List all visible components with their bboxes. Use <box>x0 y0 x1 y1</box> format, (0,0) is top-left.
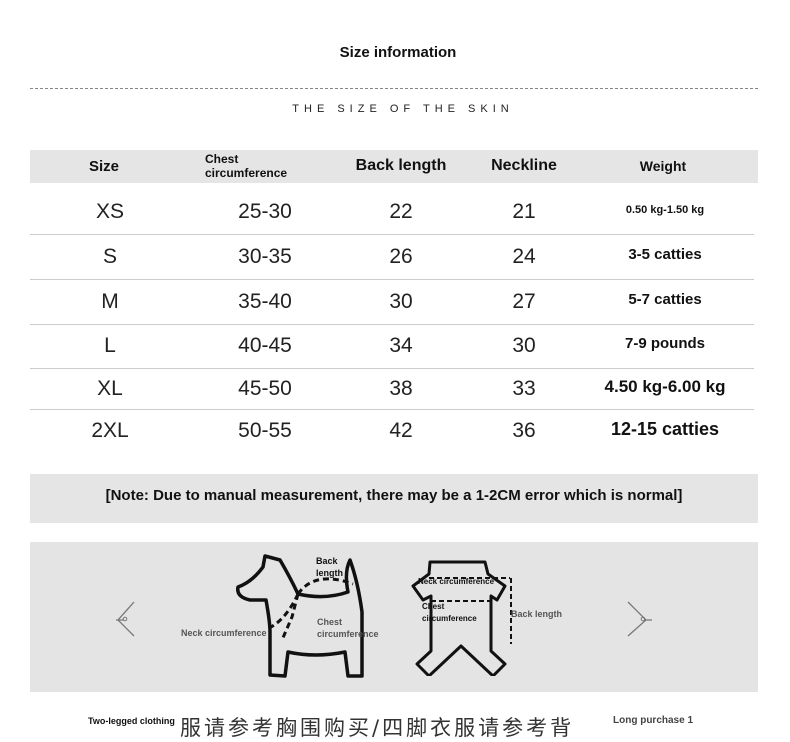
dog-neck-label: Neck circumference <box>181 628 267 638</box>
cell-neckline: 36 <box>512 419 536 442</box>
footer-caption: Two-legged clothing 服请参考胸围购买/四脚衣服请参考背 Lo… <box>0 712 790 740</box>
cell-neckline: 24 <box>512 245 536 268</box>
cell-chest: 45-50 <box>238 377 292 400</box>
garment-outline-icon <box>411 560 512 676</box>
cell-back-length: 26 <box>389 245 413 268</box>
cell-weight: 3-5 catties <box>628 246 702 263</box>
garment-back-length-label: Back length <box>511 609 563 619</box>
dog-back-length-label: Back length <box>316 556 343 578</box>
size-diagram: Back length Neck circumference Chest cir… <box>30 542 758 692</box>
cell-weight: 4.50 kg-6.00 kg <box>604 377 726 396</box>
cell-weight: 7-9 pounds <box>624 335 705 352</box>
cell-chest: 25-30 <box>238 200 292 223</box>
cell-weight: 0.50 kg-1.50 kg <box>625 204 705 216</box>
prev-arrow-icon[interactable] <box>114 598 144 638</box>
dog-chest-label: Chest circumference <box>317 617 379 639</box>
col-neckline: Neckline <box>491 157 557 174</box>
cell-size: S <box>102 245 117 268</box>
footer-left-label: Two-legged clothing <box>88 716 175 726</box>
cell-weight: 5-7 catties <box>628 291 702 308</box>
footer-right-label: Long purchase 1 <box>613 715 694 726</box>
cell-back-length: 34 <box>389 334 413 357</box>
col-size: Size <box>88 158 119 175</box>
table-row: S 30-35 26 24 3-5 catties <box>30 234 754 280</box>
table-row: L 40-45 34 30 7-9 pounds <box>30 324 754 369</box>
cell-weight: 12-15 catties <box>610 419 720 439</box>
cell-chest: 50-55 <box>238 419 292 442</box>
garment-chest-label: Chest circumference <box>422 602 477 623</box>
table-row: M 35-40 30 27 5-7 catties <box>30 279 754 325</box>
col-weight: Weight <box>639 158 687 174</box>
cell-chest: 35-40 <box>238 290 292 313</box>
cell-size: XL <box>97 377 123 400</box>
col-chest: Chest circumference <box>205 152 288 180</box>
cell-neckline: 30 <box>512 334 536 357</box>
note-banner: [Note: Due to manual measurement, there … <box>30 474 758 523</box>
col-back-length: Back length <box>355 157 447 174</box>
cell-neckline: 27 <box>512 290 536 313</box>
cell-back-length: 30 <box>389 290 413 313</box>
cell-neckline: 33 <box>512 377 536 400</box>
table-header: Size Chest circumference Back length Nec… <box>30 150 758 183</box>
table-row: 2XL 50-55 42 36 12-15 catties <box>30 409 754 453</box>
next-arrow-icon[interactable] <box>624 598 654 638</box>
cell-size: M <box>101 290 119 313</box>
cell-chest: 30-35 <box>238 245 292 268</box>
subtitle: THE SIZE OF THE SKIN <box>292 103 514 115</box>
dog-outline-icon <box>236 554 364 678</box>
table-row: XL 45-50 38 33 4.50 kg-6.00 kg <box>30 368 754 410</box>
cell-neckline: 21 <box>512 200 536 223</box>
cell-back-length: 38 <box>389 377 413 400</box>
cell-size: XS <box>95 200 124 223</box>
cell-size: L <box>104 334 116 357</box>
cell-size: 2XL <box>91 419 129 442</box>
divider <box>30 88 758 89</box>
footer-chinese-text: 服请参考胸围购买/四脚衣服请参考背 <box>180 716 575 740</box>
table-row: XS 25-30 22 21 0.50 kg-1.50 kg <box>30 190 754 235</box>
cell-back-length: 22 <box>389 200 413 223</box>
garment-neck-label: Neck circumference <box>418 577 495 586</box>
page-title: Size information <box>339 44 457 61</box>
cell-chest: 40-45 <box>238 334 292 357</box>
cell-back-length: 42 <box>389 419 413 442</box>
